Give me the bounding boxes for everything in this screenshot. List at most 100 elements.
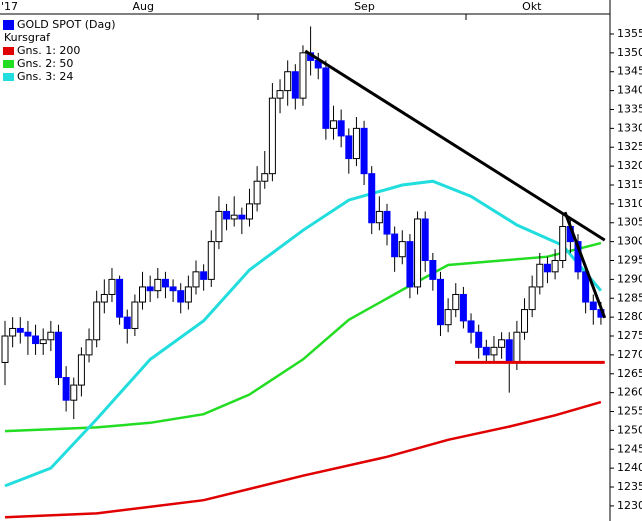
candle-body <box>85 339 93 356</box>
candle-body <box>184 286 192 303</box>
candle-body <box>16 327 24 333</box>
candle-body <box>32 335 40 345</box>
y-tick-label: 1230 <box>617 499 642 512</box>
legend: GOLD SPOT (Dag) Kursgraf Gns. 1: 200Gns.… <box>0 16 116 86</box>
candle-body <box>54 331 62 379</box>
candle-body <box>398 241 406 258</box>
candle-body <box>139 286 147 303</box>
candle-body <box>391 233 399 258</box>
legend-swatch <box>3 60 14 68</box>
trend-line <box>304 49 606 242</box>
y-tick-label: 1350 <box>617 46 642 59</box>
legend-label: Gns. 3: 24 <box>17 70 73 83</box>
candle-body <box>368 173 376 224</box>
candle-body <box>414 218 422 288</box>
candle-body <box>498 339 506 348</box>
candle-body <box>276 90 284 99</box>
candle-body <box>444 309 452 326</box>
candle-body <box>100 293 108 303</box>
moving-average <box>4 400 602 519</box>
legend-title: GOLD SPOT (Dag) <box>17 18 116 31</box>
y-tick-label: 1340 <box>617 84 642 97</box>
y-tick-label: 1240 <box>617 461 642 474</box>
candle-body <box>77 354 85 386</box>
candle-body <box>177 290 185 303</box>
candle-body <box>505 339 513 363</box>
candle-body <box>215 210 223 243</box>
candle-body <box>70 384 78 401</box>
y-tick-label: 1355 <box>617 27 642 40</box>
candle-body <box>192 271 200 288</box>
candle-body <box>268 97 276 175</box>
candle-body <box>291 71 299 99</box>
y-tick-label: 1255 <box>617 405 642 418</box>
candle-body <box>93 301 101 341</box>
y-tick-label: 1285 <box>617 291 642 304</box>
candle-body <box>1 335 9 363</box>
month-label: '17 <box>1 0 18 13</box>
candle-body <box>161 278 169 288</box>
y-tick-label: 1300 <box>617 235 642 248</box>
candle-body <box>108 278 116 295</box>
candle-body <box>223 210 231 220</box>
candle-body <box>521 309 529 333</box>
candle-body <box>261 173 269 182</box>
y-tick-label: 1275 <box>617 329 642 342</box>
candle-body <box>337 120 345 137</box>
y-tick-label: 1265 <box>617 367 642 380</box>
candle-body <box>131 301 139 329</box>
candle-body <box>482 346 490 356</box>
candle-body <box>551 260 559 273</box>
candle-body <box>123 316 131 329</box>
candle-body <box>253 180 261 205</box>
y-tick-label: 1305 <box>617 216 642 229</box>
candle-body <box>467 320 475 333</box>
candle-body <box>459 293 467 322</box>
moving-average <box>4 241 602 433</box>
moving-average <box>4 179 603 488</box>
y-tick-label: 1345 <box>617 65 642 78</box>
candle-body <box>490 346 498 356</box>
y-tick-label: 1330 <box>617 121 642 134</box>
legend-swatch <box>3 47 14 55</box>
candle-body <box>330 120 338 129</box>
y-tick-label: 1260 <box>617 386 642 399</box>
candle-body <box>322 67 330 129</box>
y-tick-label: 1320 <box>617 159 642 172</box>
y-tick-label: 1310 <box>617 197 642 210</box>
legend-subtitle: Kursgraf <box>4 31 51 44</box>
y-tick-label: 1235 <box>617 480 642 493</box>
y-tick-label: 1295 <box>617 254 642 267</box>
candle-body <box>582 271 590 303</box>
candle-body <box>207 241 215 280</box>
candle-body <box>475 331 483 348</box>
y-tick-label: 1245 <box>617 442 642 455</box>
candle-body <box>383 210 391 235</box>
candle-body <box>589 301 597 311</box>
y-tick-label: 1290 <box>617 272 642 285</box>
month-label: Aug <box>133 0 154 13</box>
candle-body <box>375 210 383 224</box>
legend-swatch <box>3 73 14 81</box>
y-tick-label: 1335 <box>617 102 642 115</box>
candle-body <box>528 286 536 311</box>
candle-body <box>436 278 444 326</box>
y-tick-label: 1315 <box>617 178 642 191</box>
candle-body <box>284 71 292 92</box>
candle-body <box>536 263 544 288</box>
candle-body <box>452 293 460 311</box>
candle-body <box>421 218 429 261</box>
candle-body <box>9 327 17 337</box>
legend-swatch <box>3 20 14 30</box>
candle-body <box>146 286 154 292</box>
candle-body <box>245 203 253 220</box>
y-tick-label: 1270 <box>617 348 642 361</box>
legend-box <box>0 16 116 86</box>
candle-body <box>39 339 47 345</box>
y-tick-label: 1325 <box>617 140 642 153</box>
candle-body <box>352 127 360 160</box>
candle-body <box>345 135 353 160</box>
candle-body <box>513 331 521 363</box>
